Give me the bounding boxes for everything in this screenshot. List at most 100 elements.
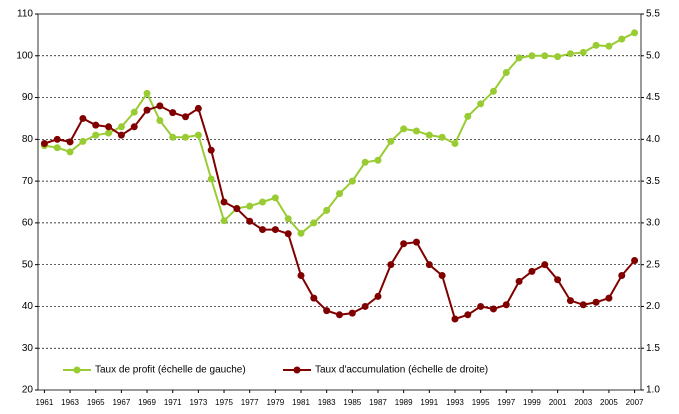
data-point [220,198,228,206]
data-point [169,133,177,141]
data-point [207,146,215,154]
data-point [130,123,138,131]
data-point [502,301,510,309]
x-tick-label: 2003 [574,398,592,407]
x-tick-label: 2001 [549,398,567,407]
y-tick-label: 110 [17,9,33,20]
data-point [566,50,574,58]
data-point [618,35,626,43]
data-point [579,301,587,309]
data-point [105,129,113,137]
y2-tick-label: 5.0 [646,50,660,61]
data-point [143,106,151,114]
x-tick-label: 1995 [472,398,490,407]
data-point [117,123,125,131]
x-tick-label: 1969 [138,398,156,407]
data-point [92,131,100,139]
y2-tick-label: 3.0 [646,218,660,229]
data-point [271,194,279,202]
data-point [323,307,331,315]
y-tick-label: 50 [22,259,34,270]
data-point [220,217,228,225]
x-tick-label: 1999 [523,398,541,407]
x-tick-label: 1973 [189,398,207,407]
data-point [207,175,215,183]
x-tick-label: 1981 [292,398,310,407]
data-point [605,294,613,302]
x-tick-label: 1997 [497,398,515,407]
data-point [618,272,626,280]
data-point [464,112,472,120]
data-point [297,229,305,237]
legend-label: Taux de profit (échelle de gauche) [95,365,246,376]
data-point [528,52,536,60]
data-point [130,108,138,116]
data-point [566,297,574,305]
data-point [438,272,446,280]
y-tick-label: 30 [22,343,34,354]
x-tick-label: 1967 [112,398,130,407]
data-point [541,52,549,60]
data-point [105,123,113,131]
x-tick-label: 1985 [343,398,361,407]
data-point [297,272,305,280]
legend-marker [293,366,301,374]
data-point [156,102,164,110]
data-point [631,29,639,37]
data-point [374,292,382,300]
data-point [40,140,48,148]
data-point [323,206,331,214]
y2-tick-label: 2.0 [646,301,660,312]
data-point [400,240,408,248]
y-tick-label: 20 [22,385,34,396]
data-point [361,302,369,310]
data-point [271,226,279,234]
data-point [156,117,164,125]
data-point [182,133,190,141]
x-tick-label: 2007 [626,398,644,407]
y2-tick-label: 3.5 [646,176,660,187]
x-tick-label: 1961 [36,398,54,407]
x-tick-label: 1975 [215,398,233,407]
data-point [579,48,587,56]
data-point [477,100,485,108]
data-point [489,305,497,313]
y2-tick-label: 5.5 [646,9,660,20]
x-tick-label: 1971 [164,398,182,407]
data-point [348,177,356,185]
data-point [284,215,292,223]
data-point [310,219,318,227]
legend-label: Taux d'accumulation (échelle de droite) [315,365,488,376]
data-point [348,309,356,317]
data-point [425,261,433,269]
data-point [554,53,562,61]
data-point [246,217,254,225]
y2-tick-label: 4.0 [646,134,660,145]
data-point [79,137,87,145]
data-point [592,298,600,306]
data-point [605,42,613,50]
data-point [310,294,318,302]
data-point [387,261,395,269]
data-point [92,121,100,129]
data-point [336,190,343,198]
data-point [451,140,459,148]
data-point [66,148,74,156]
data-point [541,261,549,269]
data-point [117,131,125,139]
data-point [194,131,202,139]
data-point [259,226,267,234]
data-point [53,144,61,152]
y-tick-label: 60 [22,218,34,229]
data-point [515,277,523,285]
x-tick-label: 1983 [318,398,336,407]
data-point [554,276,562,284]
data-point [528,267,536,275]
data-point [169,109,177,117]
y2-tick-label: 2.5 [646,259,660,270]
data-point [515,54,523,62]
y-tick-label: 100 [16,50,33,61]
data-point [451,315,459,323]
data-point [592,41,600,49]
